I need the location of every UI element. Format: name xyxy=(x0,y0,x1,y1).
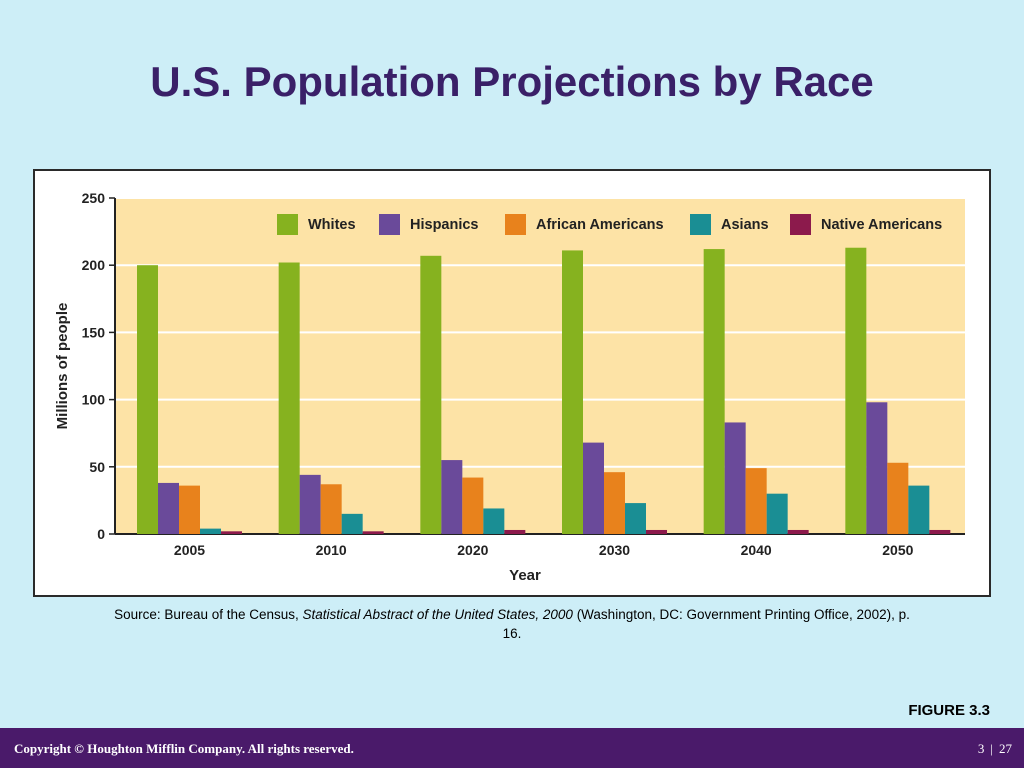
bar xyxy=(179,485,200,534)
y-tick-label: 100 xyxy=(82,392,106,408)
legend-swatch xyxy=(790,214,811,235)
bar xyxy=(221,531,242,534)
legend-label: Native Americans xyxy=(821,217,942,233)
x-axis-label: Year xyxy=(509,567,541,584)
page-current: 3 xyxy=(977,741,985,756)
y-tick-label: 150 xyxy=(82,324,106,340)
bar xyxy=(604,472,625,534)
y-tick-label: 50 xyxy=(89,459,105,475)
legend-swatch xyxy=(505,214,526,235)
bar xyxy=(908,485,930,534)
bar xyxy=(200,528,221,534)
legend-swatch xyxy=(277,214,298,235)
bar-chart: 0 50 100 150 200 250 2005 2010 2020 2030 2040 2050 Y… xyxy=(54,190,965,584)
source-prefix: Source: Bureau of the Census, xyxy=(114,607,303,622)
slide-title: U.S. Population Projections by Race xyxy=(150,58,874,105)
page-separator: | xyxy=(990,741,993,756)
bar xyxy=(724,422,746,534)
bar xyxy=(766,493,788,534)
legend-label: Hispanics xyxy=(410,217,479,233)
bar xyxy=(929,529,951,534)
y-tick-label: 0 xyxy=(97,526,105,542)
legend-label: African Americans xyxy=(536,217,664,233)
source-citation: Source: Bureau of the Census, Statistica… xyxy=(110,605,914,643)
legend-label: Asians xyxy=(721,217,769,233)
bar xyxy=(866,402,888,534)
bar xyxy=(787,529,809,534)
x-tick-label: 2010 xyxy=(316,542,347,558)
x-tick-label: 2020 xyxy=(457,542,488,558)
bar xyxy=(137,265,158,534)
x-tick-label: 2005 xyxy=(174,542,205,558)
y-tick-label: 200 xyxy=(82,257,106,273)
source-publication: Statistical Abstract of the United State… xyxy=(302,607,573,622)
footer-bar: Copyright © Houghton Mifflin Company. Al… xyxy=(0,728,1024,768)
bar xyxy=(745,468,767,534)
chart-frame: 0 50 100 150 200 250 2005 2010 2020 2030 2040 2050 Y… xyxy=(33,169,991,597)
bar xyxy=(703,249,725,534)
copyright-text: Copyright © Houghton Mifflin Company. Al… xyxy=(14,741,354,756)
bar xyxy=(646,529,667,534)
x-tick-label: 2050 xyxy=(882,542,913,558)
bar xyxy=(562,250,583,534)
bar xyxy=(483,508,505,534)
source-suffix: (Washington, DC: Government Printing Off… xyxy=(502,607,910,641)
x-tick-label: 2030 xyxy=(599,542,630,558)
bar xyxy=(583,442,604,534)
bar xyxy=(320,484,342,534)
bar xyxy=(362,531,384,534)
bar xyxy=(504,529,526,534)
page-indicator: 3 | 27 xyxy=(978,741,1012,757)
bar xyxy=(420,255,442,534)
legend-swatch xyxy=(379,214,400,235)
bar xyxy=(158,482,179,534)
bar xyxy=(441,460,463,534)
legend-label: Whites xyxy=(308,217,356,233)
plot-area xyxy=(115,198,965,534)
figure-label: FIGURE 3.3 xyxy=(908,702,990,719)
bar xyxy=(341,513,363,534)
y-axis-label: Millions of people xyxy=(54,303,71,430)
bar xyxy=(887,462,909,534)
bar xyxy=(625,503,646,534)
legend-swatch xyxy=(690,214,711,235)
bar xyxy=(278,262,300,534)
bar xyxy=(299,474,321,534)
page-total: 27 xyxy=(999,741,1012,756)
bar xyxy=(462,477,484,534)
y-tick-label: 250 xyxy=(82,190,106,206)
bar xyxy=(845,247,867,534)
x-tick-label: 2040 xyxy=(741,542,772,558)
